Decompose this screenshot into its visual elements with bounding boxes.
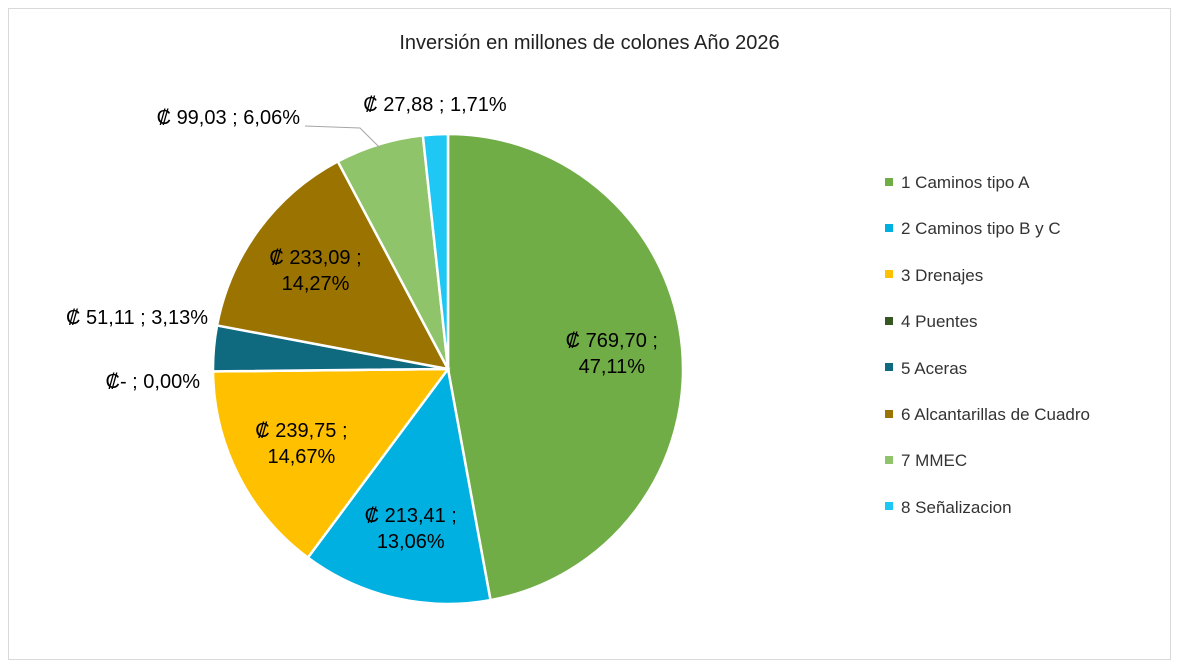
legend-label: 3 Drenajes [901, 265, 984, 285]
legend-swatch [885, 502, 893, 511]
data-label: ₡ 213,41 ; 13,06% [364, 505, 457, 554]
legend-entry: 1 Caminos tipo A [885, 173, 1030, 193]
pie-slice [421, 132, 450, 370]
legend-label: 2 Caminos tipo B y C [901, 219, 1061, 239]
legend-label: 6 Alcantarillas de Cuadro [901, 405, 1091, 424]
legend-entry: 5 Aceras [885, 359, 967, 379]
legend-swatch [885, 363, 893, 372]
pie-slice [446, 132, 685, 602]
pie-slice [211, 367, 451, 560]
legend-entry: 6 Alcantarillas de Cuadro [885, 405, 1090, 425]
data-label: ₡ 239,75 ; 14,67% [255, 419, 348, 468]
legend-entry: 7 MMEC [885, 451, 967, 471]
pie-slice [306, 365, 492, 606]
legend-label: 7 MMEC [901, 451, 968, 471]
data-label: ₡ 769,70 ; 47,11% [565, 330, 658, 379]
leader-line [304, 125, 381, 149]
legend-label: 1 Caminos tipo A [901, 173, 1030, 192]
legend-entry: 4 Puentes [885, 312, 978, 332]
legend-swatch [885, 177, 893, 186]
data-label: ₡ 233,09 ; 14,27% [269, 247, 362, 296]
pie-slice [215, 159, 451, 371]
chart-title: Inversión en millones de colones Año 202… [399, 32, 780, 54]
data-label: ₡ 99,03 ; 6,06% [156, 107, 300, 129]
legend-entry: 3 Drenajes [885, 266, 983, 286]
data-label: ₡ 51,11 ; 3,13% [66, 307, 208, 329]
legend-label: 8 Señalizacion [901, 497, 1012, 517]
data-label: ₡- ; 0,00% [105, 371, 200, 393]
legend-entry: 2 Caminos tipo B y C [885, 219, 1061, 239]
legend-label: 5 Aceras [901, 358, 968, 378]
legend-swatch [885, 270, 893, 279]
legend-swatch [885, 223, 893, 232]
legend-swatch [885, 316, 893, 325]
legend-swatch [885, 409, 893, 418]
data-label: ₡ 27,88 ; 1,71% [363, 94, 507, 116]
legend-entry: 8 Señalizacion [885, 498, 1012, 518]
legend-label: 4 Puentes [901, 312, 978, 332]
legend-swatch [885, 455, 893, 464]
